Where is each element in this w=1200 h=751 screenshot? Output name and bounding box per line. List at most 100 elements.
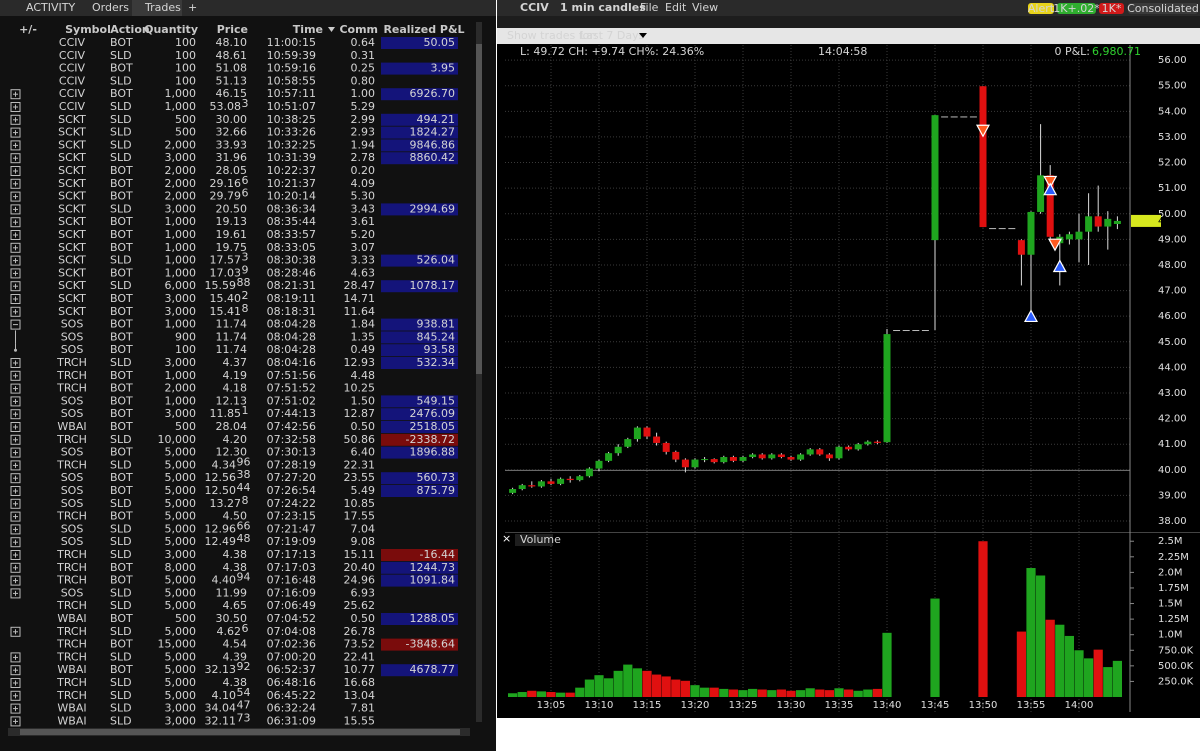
expander[interactable]: [10, 268, 21, 279]
column-header[interactable]: Time: [293, 23, 323, 36]
pnl-cell: [381, 485, 458, 497]
expander[interactable]: [10, 588, 21, 599]
column-header[interactable]: Comm: [339, 23, 378, 36]
expander[interactable]: [10, 409, 21, 420]
expander[interactable]: [10, 498, 21, 509]
column-header[interactable]: Symbol: [65, 23, 111, 36]
tab[interactable]: Trades: [144, 1, 181, 14]
menu[interactable]: View: [692, 1, 718, 14]
expander[interactable]: [10, 217, 21, 228]
dropdown-arrow[interactable]: [639, 33, 647, 38]
toolbar-button-label[interactable]: 1K+.02*: [1053, 2, 1100, 15]
time: 07:42:56: [267, 420, 316, 433]
expander[interactable]: [10, 370, 21, 381]
column-header[interactable]: Realized P&L: [383, 23, 464, 36]
volume-bar: [652, 674, 662, 697]
expander[interactable]: [10, 306, 21, 317]
expander[interactable]: [10, 678, 21, 688]
price: 4.18: [223, 382, 248, 395]
expander[interactable]: [10, 690, 21, 701]
expander[interactable]: [10, 396, 21, 407]
candle-body: [1037, 175, 1045, 212]
toolbar-button-label[interactable]: 1K*: [1102, 2, 1122, 15]
expander[interactable]: [10, 716, 21, 727]
time: 07:51:02: [267, 394, 316, 407]
expander[interactable]: [10, 294, 21, 304]
commission: 1.00: [351, 87, 376, 100]
toolbar-button[interactable]: [1099, 3, 1124, 14]
expander[interactable]: [10, 486, 21, 496]
expander[interactable]: [10, 626, 21, 637]
expander[interactable]: [10, 434, 21, 445]
symbol[interactable]: CCIV: [520, 1, 549, 14]
h-scroll-thumb[interactable]: [20, 729, 460, 735]
symbol: TRCH: [56, 548, 87, 561]
column-header[interactable]: Action: [110, 23, 149, 36]
candle-body: [701, 459, 709, 461]
expander[interactable]: [10, 102, 21, 112]
column-header[interactable]: Price: [217, 23, 248, 36]
expander[interactable]: [10, 178, 21, 189]
expander[interactable]: [10, 230, 21, 240]
expander[interactable]: [10, 562, 21, 573]
realized-pnl: 549.15: [417, 394, 456, 407]
candle-body: [1104, 218, 1112, 227]
expander[interactable]: [10, 703, 21, 714]
column-header[interactable]: +/-: [19, 23, 37, 36]
expander[interactable]: [10, 242, 21, 253]
expander[interactable]: [10, 153, 21, 164]
expander[interactable]: [10, 204, 21, 215]
expander[interactable]: [10, 652, 21, 663]
expander[interactable]: [10, 511, 21, 522]
expander[interactable]: [10, 358, 21, 368]
symbol: CCIV: [59, 49, 86, 62]
expander[interactable]: [10, 473, 21, 484]
period[interactable]: 1 min candles: [560, 1, 646, 14]
realized-pnl: 875.79: [417, 484, 456, 497]
menu[interactable]: Edit: [665, 1, 687, 14]
expander[interactable]: [10, 319, 21, 330]
symbol: SCKT: [58, 254, 86, 267]
expander[interactable]: [10, 127, 21, 138]
expander[interactable]: [10, 575, 21, 586]
expander[interactable]: [10, 89, 21, 100]
toolbar-button[interactable]: [1028, 3, 1054, 14]
expander[interactable]: [10, 422, 21, 432]
expander[interactable]: [10, 114, 21, 125]
expander[interactable]: [10, 524, 21, 535]
expander[interactable]: [10, 281, 21, 292]
expander[interactable]: [10, 255, 21, 266]
toolbar-button[interactable]: [1128, 3, 1198, 14]
expander[interactable]: [10, 460, 21, 471]
toolbar-button-label[interactable]: Consolidated: [1127, 2, 1199, 15]
expander[interactable]: [10, 383, 21, 394]
scroll-thumb[interactable]: [476, 44, 482, 374]
time: 10:31:39: [267, 151, 316, 164]
expander[interactable]: [10, 537, 21, 548]
menu[interactable]: File: [640, 1, 659, 14]
expander[interactable]: [10, 447, 21, 458]
tab[interactable]: ACTIVITY: [26, 1, 75, 14]
volume-bar: [844, 689, 854, 697]
column-header[interactable]: Quantity: [144, 23, 198, 36]
candle-body: [960, 116, 968, 118]
toolbar-button-label[interactable]: Alert: [1028, 2, 1055, 15]
action: SLD: [110, 676, 132, 689]
expander[interactable]: [10, 166, 21, 176]
expander[interactable]: [10, 191, 21, 202]
commission: 5.49: [351, 484, 376, 497]
expander[interactable]: [10, 140, 21, 151]
tab[interactable]: +: [188, 1, 197, 14]
price: 12.56: [205, 471, 237, 484]
time: 10:59:16: [267, 62, 316, 75]
expander[interactable]: [10, 665, 21, 676]
action: SLD: [110, 433, 132, 446]
toolbar-button[interactable]: [1057, 3, 1096, 14]
candle-body: [691, 459, 699, 468]
commission: 50.86: [344, 433, 376, 446]
filter-value[interactable]: Last 7 Days: [580, 29, 645, 42]
realized-pnl: 845.24: [417, 330, 456, 343]
close-pane[interactable]: ×: [502, 532, 511, 545]
expander[interactable]: [10, 550, 21, 560]
tab[interactable]: Orders: [92, 1, 129, 14]
